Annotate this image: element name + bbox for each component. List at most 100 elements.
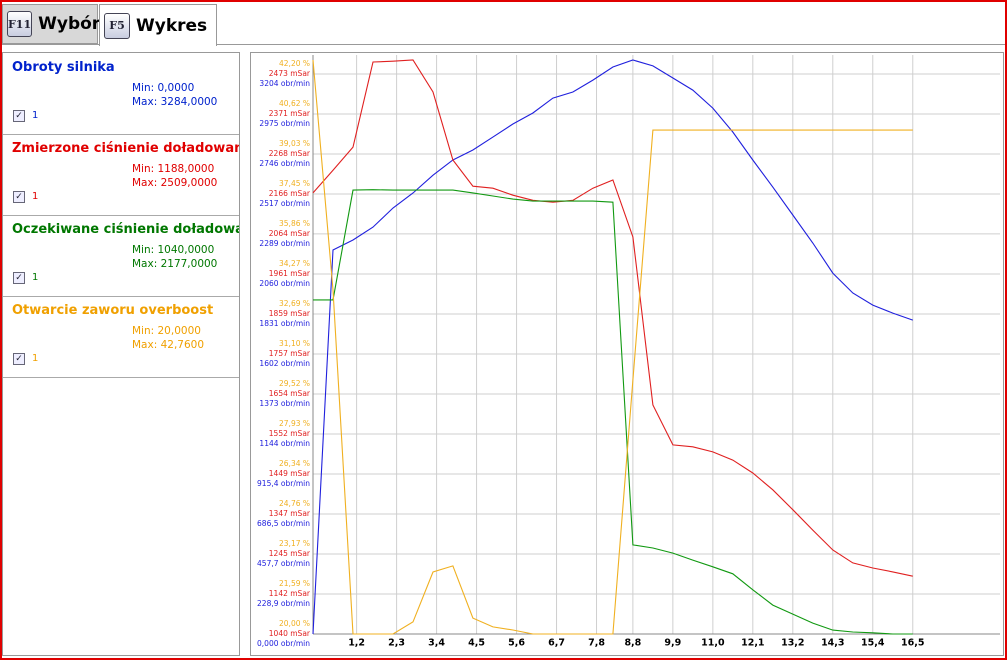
checkbox[interactable]: ✓ [13,272,25,284]
channel: Otwarcie zaworu overboost Min: 20,0000 Max… [3,296,239,378]
x-tick-label: 15,4 [861,638,885,649]
y-tick-label: 3204 obr/min [259,79,310,88]
series-line [313,189,913,635]
channel-min: Min: 20,0000 [132,325,201,337]
tab[interactable]: F11 Wybór [2,4,101,44]
y-tick-label: 0,000 obr/min [257,639,310,648]
y-tick-label: 32,69 % [279,299,310,308]
y-tick-label: 2371 mSar [269,109,311,118]
y-tick-label: 34,27 % [279,259,310,268]
series-line [312,59,913,635]
channel-min: Min: 1040,0000 [132,244,215,256]
checkbox[interactable]: ✓ [13,110,25,122]
checkbox[interactable]: ✓ [13,353,25,365]
y-tick-label: 2289 obr/min [259,239,310,248]
x-tick-label: 13,2 [781,638,804,649]
x-tick-label: 3,4 [428,638,445,649]
channel-max: Max: 2509,0000 [132,177,218,189]
y-tick-label: 39,03 % [279,139,310,148]
x-tick-label: 4,5 [468,638,485,649]
y-tick-label: 1602 obr/min [259,359,310,368]
y-tick-label: 228,9 obr/min [257,599,310,608]
chart-box [250,52,1004,656]
channel-min: Min: 1188,0000 [132,163,215,175]
tab-label: Wybór [38,14,101,34]
y-tick-label: 686,5 obr/min [257,519,310,528]
channel-max: Max: 42,7600 [132,339,205,351]
y-tick-label: 1347 mSar [269,509,311,518]
channel-min: Min: 0,0000 [132,82,195,94]
tab-key: F11 [7,11,33,37]
y-tick-label: 1144 obr/min [259,439,310,448]
tab-label: Wykres [136,15,208,36]
y-tick-label: 40,62 % [279,99,310,108]
channel: Obroty silnika Min: 0,0000 Max: 3284,0000 ✓… [3,53,239,135]
x-tick-label: 6,7 [548,638,565,649]
y-tick-label: 20,00 % [279,619,310,628]
y-tick-label: 42,20 % [279,59,310,68]
y-tick-label: 24,76 % [279,499,310,508]
y-tick-label: 2268 mSar [269,149,311,158]
y-tick-label: 2060 obr/min [259,279,310,288]
checkbox-label: 1 [32,110,39,121]
x-tick-label: 14,3 [821,638,844,649]
y-tick-label: 2166 mSar [269,189,311,198]
y-tick-label: 2975 obr/min [259,119,310,128]
y-tick-label: 1961 mSar [269,269,311,278]
channel: Zmierzone ciśnienie doładowani Min: 1188,… [3,134,239,216]
channel-name: Oczekiwane ciśnienie doładowan [12,222,239,237]
channel-panel: Obroty silnika Min: 0,0000 Max: 3284,0000 ✓… [2,52,240,656]
y-tick-label: 1831 obr/min [259,319,310,328]
series-line [312,59,913,577]
x-tick-label: 1,2 [348,638,365,649]
y-tick-label: 27,93 % [279,419,310,428]
checkbox-label: 1 [32,272,39,283]
y-tick-label: 35,86 % [279,219,310,228]
tab-key: F5 [104,12,130,39]
y-tick-label: 1654 mSar [269,389,311,398]
x-tick-label: 9,9 [664,638,681,649]
y-tick-label: 1552 mSar [269,429,311,438]
x-tick-label: 11,0 [701,638,725,649]
channel-name: Zmierzone ciśnienie doładowani [12,141,239,156]
y-tick-label: 21,59 % [279,579,310,588]
y-tick-label: 1757 mSar [269,349,311,358]
y-tick-label: 2746 obr/min [259,159,310,168]
x-tick-label: 2,3 [388,638,405,649]
y-tick-label: 31,10 % [279,339,310,348]
y-tick-label: 1373 obr/min [259,399,310,408]
tab-active[interactable]: F5 Wykres [99,4,217,46]
y-tick-label: 1040 mSar [269,629,311,638]
y-tick-label: 2064 mSar [269,229,311,238]
y-tick-label: 1142 mSar [269,589,311,598]
y-tick-label: 23,17 % [279,539,310,548]
x-tick-label: 8,8 [624,638,641,649]
y-tick-label: 1449 mSar [269,469,311,478]
tab-strip-line [2,44,1005,45]
series-line [312,59,913,635]
y-tick-label: 37,45 % [279,179,310,188]
x-tick-label: 16,5 [901,638,924,649]
checkbox[interactable]: ✓ [13,191,25,203]
channel-max: Max: 2177,0000 [132,258,218,270]
y-tick-label: 1859 mSar [269,309,311,318]
channel-name: Obroty silnika [12,60,115,75]
y-tick-label: 1245 mSar [269,549,311,558]
channel-name: Otwarcie zaworu overboost [12,303,214,318]
x-tick-label: 12,1 [741,638,764,649]
checkbox-label: 1 [32,191,39,202]
y-tick-label: 457,7 obr/min [257,559,310,568]
y-tick-label: 915,4 obr/min [257,479,310,488]
y-tick-label: 2517 obr/min [259,199,310,208]
x-tick-label: 7,8 [588,638,605,649]
x-tick-label: 5,6 [508,638,525,649]
channel-max: Max: 3284,0000 [132,96,218,108]
y-tick-label: 26,34 % [279,459,310,468]
channel: Oczekiwane ciśnienie doładowan Min: 1040,… [3,215,239,297]
checkbox-label: 1 [32,353,39,364]
y-tick-label: 2473 mSar [269,69,311,78]
y-tick-label: 29,52 % [279,379,310,388]
